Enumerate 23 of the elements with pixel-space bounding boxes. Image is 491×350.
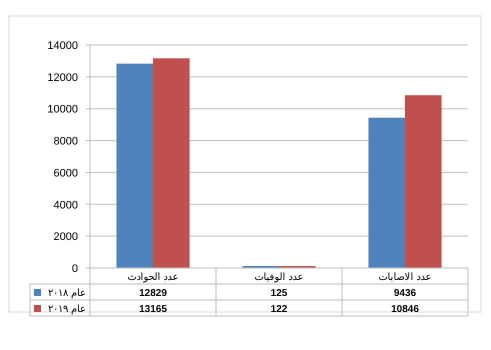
- data-label: 9436: [394, 288, 417, 299]
- data-label: 122: [270, 304, 288, 315]
- data-label: 10846: [391, 304, 420, 315]
- x-tick-label: عدد الحوادث: [128, 272, 178, 283]
- x-tick-label: عدد الوفيات: [254, 272, 304, 283]
- y-tick-label: 6000: [54, 167, 78, 180]
- legend-label: عام ٢٠١٩: [48, 304, 86, 315]
- legend-label: عام ٢٠١٨: [48, 288, 86, 299]
- data-label: 12829: [139, 288, 168, 299]
- bar: [116, 64, 153, 268]
- y-tick-label: 8000: [54, 136, 78, 148]
- bar: [405, 95, 442, 268]
- bar: [153, 58, 190, 268]
- data-label: 125: [270, 288, 288, 299]
- y-tick-label: 10000: [47, 104, 78, 116]
- data-label: 13165: [139, 304, 168, 315]
- y-tick-label: 12000: [47, 72, 78, 84]
- y-tick-label: 2000: [54, 231, 78, 244]
- y-tick-label: 14000: [47, 40, 78, 52]
- y-tick-label: 4000: [54, 199, 78, 212]
- x-tick-label: عدد الاصابات: [378, 272, 432, 283]
- bar: [368, 118, 405, 268]
- y-tick-label: 0: [72, 263, 78, 275]
